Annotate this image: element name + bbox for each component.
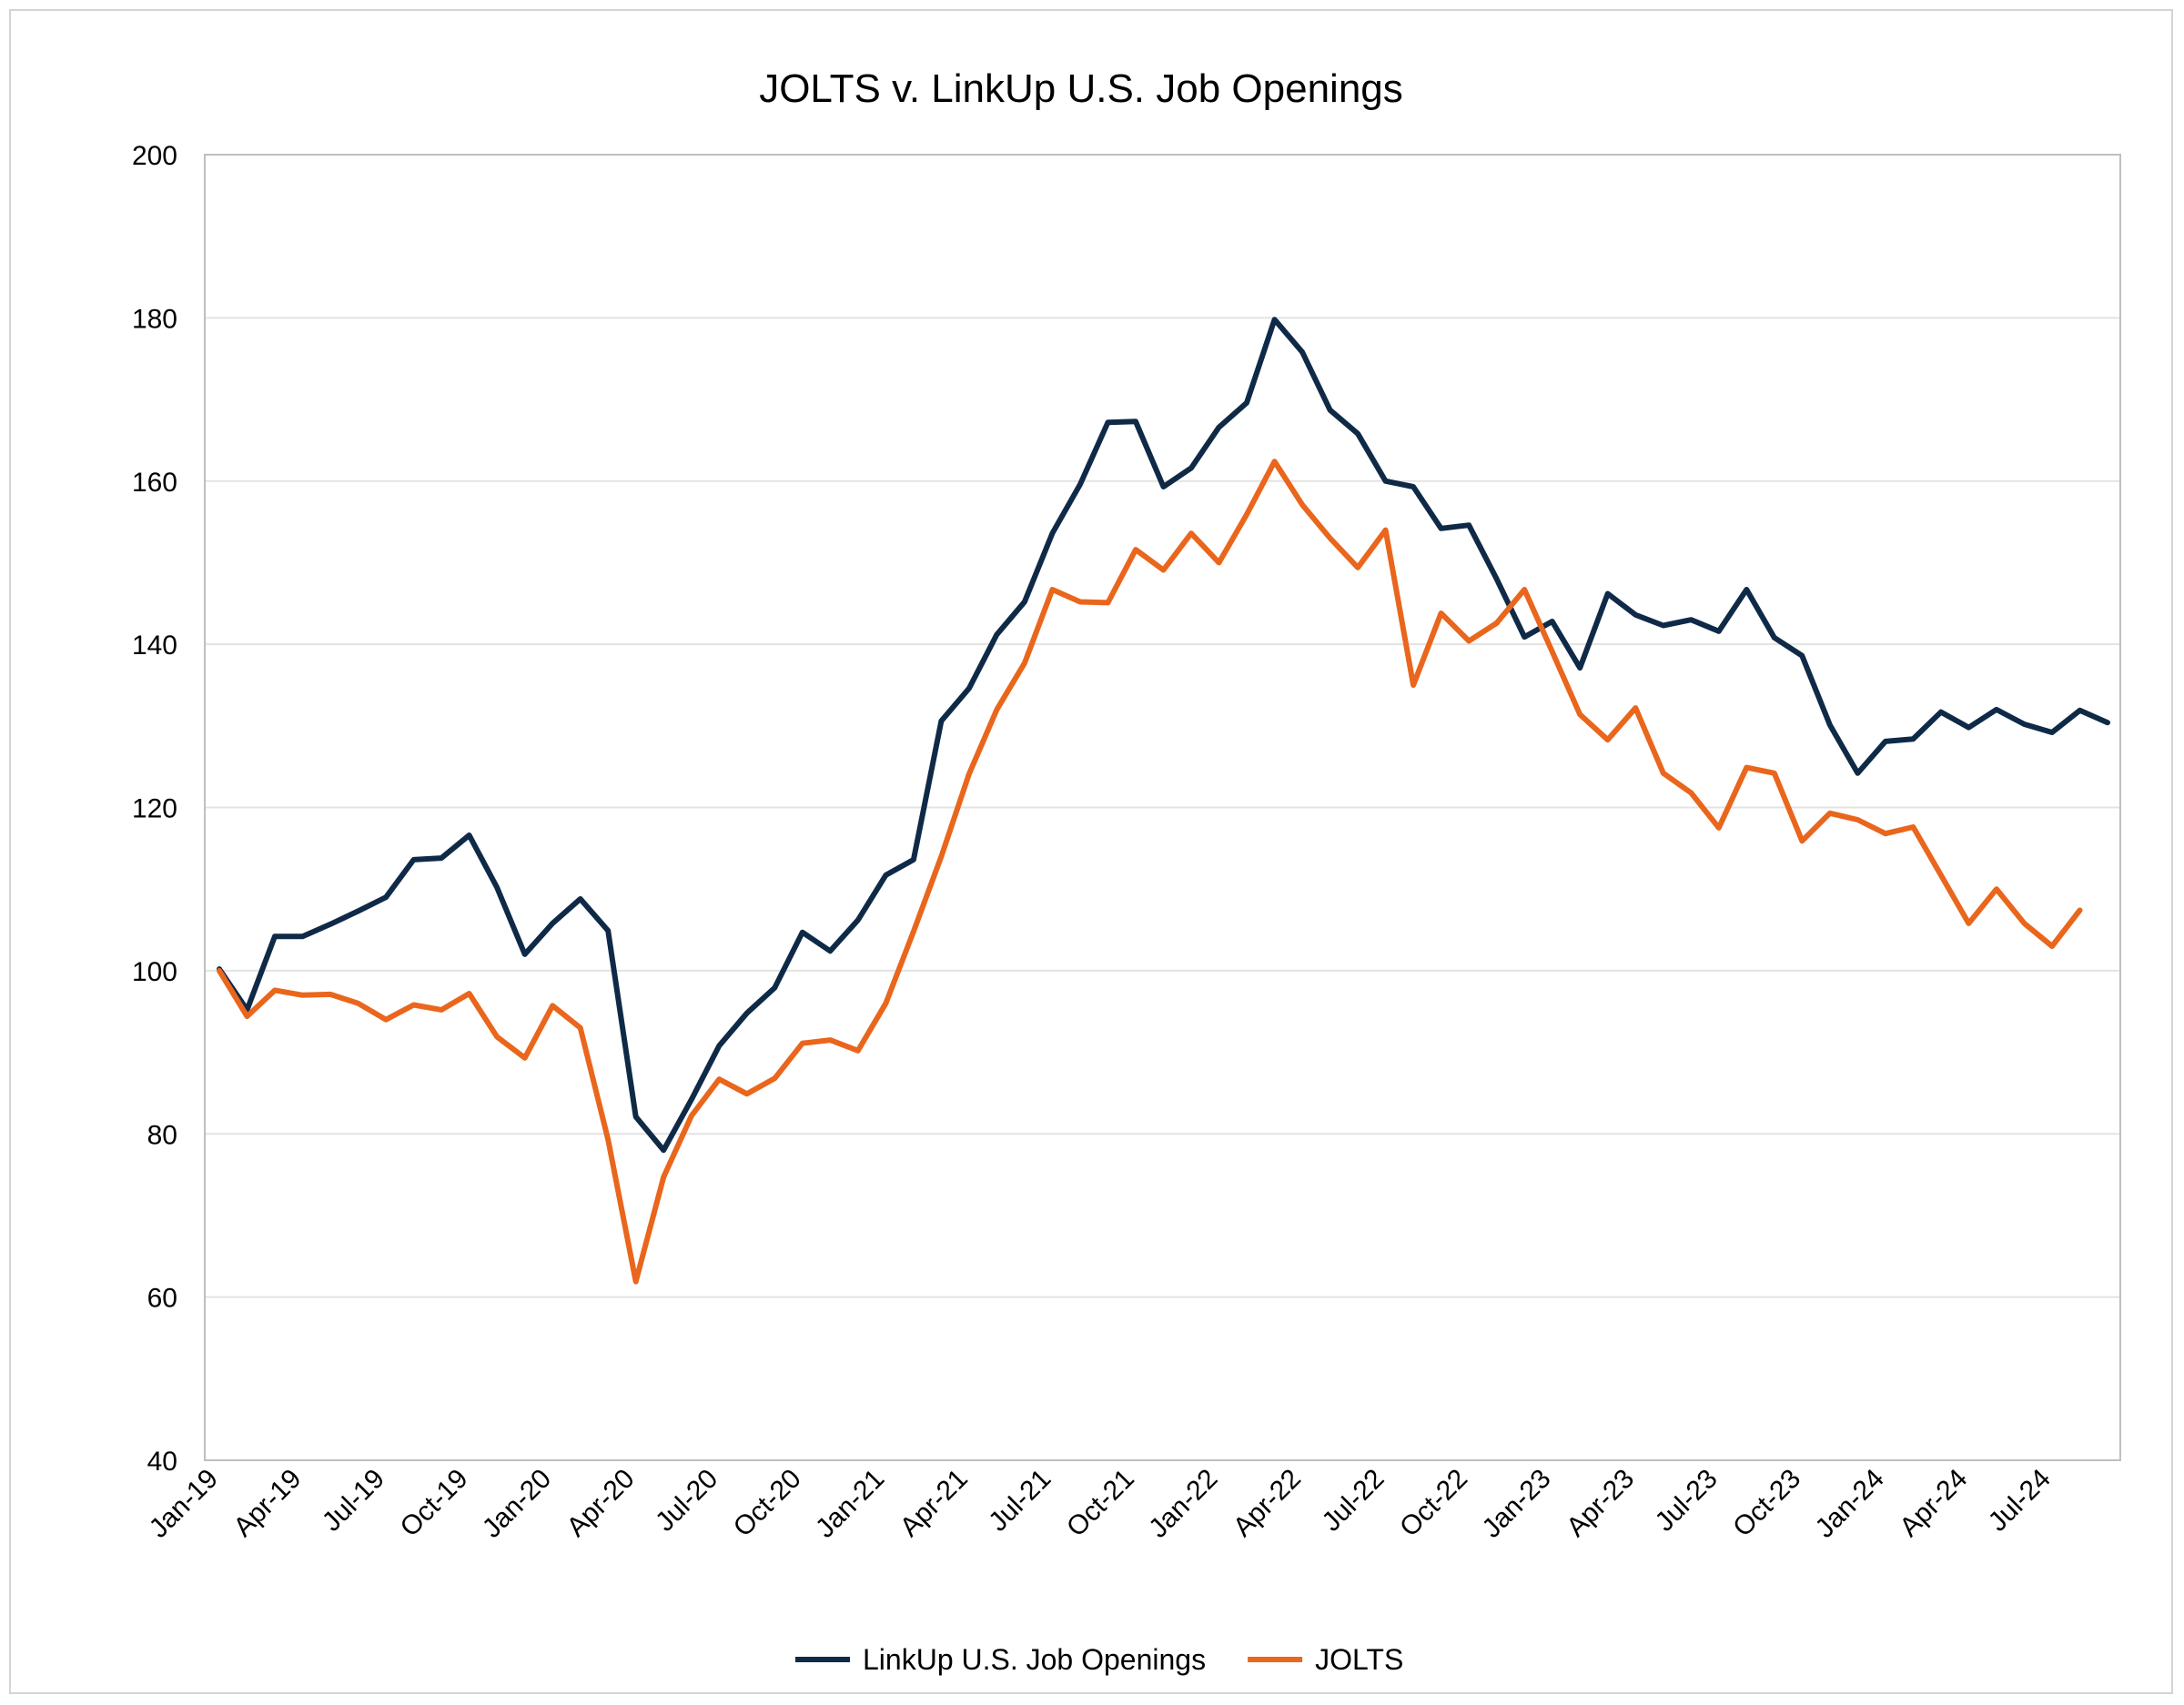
- x-tick-label: Apr-20: [561, 1464, 641, 1543]
- y-axis: 40 60 80 100 120 140 160 180 200: [132, 141, 177, 1477]
- y-tick-label: 60: [147, 1284, 177, 1314]
- series: [217, 317, 2110, 1285]
- x-tick-label: Oct-23: [1727, 1464, 1806, 1543]
- y-tick-label: 140: [132, 631, 177, 661]
- x-tick-label: Apr-21: [895, 1464, 974, 1543]
- legend-label-jolts: JOLTS: [1315, 1643, 1403, 1676]
- plot-area-border: [204, 154, 2121, 1461]
- y-tick-label: 100: [132, 957, 177, 987]
- series-line-linkup-u-s-job-openings: [217, 317, 2110, 1154]
- gridlines: [205, 317, 2120, 1298]
- y-tick-label: 120: [132, 794, 177, 824]
- x-tick-label: Jul-24: [1983, 1464, 2057, 1538]
- x-tick-label: Jul-21: [983, 1464, 1057, 1538]
- x-tick-label: Jan-23: [1476, 1464, 1556, 1544]
- x-tick-label: Jul-23: [1650, 1464, 1724, 1538]
- legend: LinkUp U.S. Job Openings JOLTS: [795, 1643, 1403, 1676]
- x-tick-label: Oct-21: [1061, 1464, 1140, 1543]
- y-tick-label: 80: [147, 1120, 177, 1150]
- x-tick-label: Jul-19: [317, 1464, 390, 1538]
- y-tick-label: 200: [132, 141, 177, 171]
- x-tick-label: Oct-19: [395, 1464, 474, 1543]
- chart-frame: JOLTS v. LinkUp U.S. Job Openings 40 60 80…: [9, 9, 2173, 1694]
- series-line-jolts: [217, 459, 2083, 1285]
- x-tick-label: Jul-22: [1316, 1464, 1390, 1538]
- x-tick-label: Apr-24: [1894, 1464, 1973, 1543]
- chart-title: JOLTS v. LinkUp U.S. Job Openings: [759, 66, 1403, 111]
- x-tick-label: Jan-21: [810, 1464, 890, 1544]
- y-tick-label: 180: [132, 304, 177, 334]
- x-tick-label: Jan-24: [1810, 1464, 1890, 1544]
- chart: JOLTS v. LinkUp U.S. Job Openings 40 60 80…: [132, 66, 2121, 1676]
- legend-label-linkup-u-s-job-openings: LinkUp U.S. Job Openings: [863, 1643, 1206, 1676]
- x-tick-label: Jul-20: [650, 1464, 723, 1538]
- y-tick-label: 160: [132, 468, 177, 498]
- x-axis: Jan-19 Apr-19 Jul-19 Oct-19 Jan-20 Apr-20 Jul-…: [144, 1464, 2057, 1544]
- x-tick-label: Oct-20: [728, 1464, 807, 1543]
- x-tick-label: Jan-22: [1143, 1464, 1223, 1544]
- y-tick-label: 40: [147, 1447, 177, 1477]
- x-tick-label: Apr-22: [1228, 1464, 1307, 1543]
- x-tick-label: Apr-19: [228, 1464, 307, 1543]
- x-tick-label: Oct-22: [1394, 1464, 1473, 1543]
- x-tick-label: Jan-20: [477, 1464, 557, 1544]
- x-tick-label: Apr-23: [1561, 1464, 1640, 1543]
